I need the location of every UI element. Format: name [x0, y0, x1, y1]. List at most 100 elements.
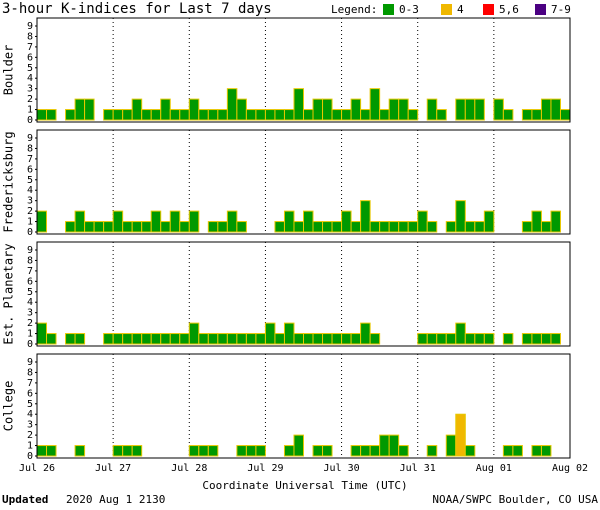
bar [103, 109, 114, 121]
y-tick-label: 9 [27, 21, 33, 32]
y-tick-label: 7 [27, 378, 33, 389]
bar [112, 333, 124, 345]
source: NOAA/SWPC Boulder, CO USA [432, 493, 598, 506]
bar [226, 210, 238, 233]
bar [207, 445, 219, 457]
y-tick-label: 3 [27, 84, 33, 95]
bar [502, 109, 514, 121]
bar [379, 109, 390, 121]
bar [46, 445, 57, 457]
legend-swatch [441, 4, 452, 15]
bar [398, 445, 409, 457]
bar [274, 109, 285, 121]
bar [493, 98, 504, 121]
bar [160, 333, 171, 345]
bar [264, 109, 276, 121]
bar [74, 98, 86, 121]
bar [398, 98, 409, 121]
y-tick-label: 1 [27, 217, 33, 228]
bar [426, 221, 438, 233]
y-tick-label: 1 [27, 105, 33, 116]
bar [426, 98, 438, 121]
updated-time: 2020 Aug 1 2130 [66, 493, 165, 506]
bar [188, 98, 200, 121]
bar [417, 333, 428, 345]
y-tick-label: 4 [27, 297, 33, 308]
y-tick-label: 2 [27, 318, 33, 329]
bar [198, 333, 209, 345]
bar [207, 333, 219, 345]
bar [312, 333, 324, 345]
bar [407, 109, 419, 121]
y-tick-label: 3 [27, 196, 33, 207]
panel-frame [36, 129, 571, 235]
bar [369, 88, 381, 121]
bar [122, 221, 133, 233]
bar [65, 109, 76, 121]
y-tick-label: 6 [27, 388, 33, 399]
bar [559, 109, 571, 121]
bar [341, 333, 352, 345]
bar [350, 333, 362, 345]
bar [312, 98, 324, 121]
bar [150, 333, 162, 345]
y-tick-label: 8 [27, 255, 33, 266]
bar [322, 333, 333, 345]
y-tick-label: 6 [27, 164, 33, 175]
y-tick-label: 0 [27, 339, 33, 350]
bar [112, 445, 124, 457]
bar [65, 221, 76, 233]
legend-swatch [483, 4, 494, 15]
bar [417, 210, 428, 233]
panel-frame [36, 241, 571, 347]
bar [36, 445, 48, 457]
bar [445, 333, 457, 345]
bar [483, 333, 495, 345]
y-tick-label: 6 [27, 52, 33, 63]
bar [74, 210, 86, 233]
bar [388, 221, 400, 233]
bar [341, 210, 352, 233]
bar [131, 445, 143, 457]
bar [122, 333, 133, 345]
bar [502, 445, 514, 457]
bar [521, 109, 533, 121]
bar [103, 221, 114, 233]
y-axis-label: College [2, 381, 16, 432]
bar [369, 445, 381, 457]
bar [388, 434, 400, 457]
panel-frame [36, 17, 571, 123]
bar [46, 109, 57, 121]
bar [141, 333, 152, 345]
bar [169, 210, 181, 233]
bar [531, 445, 542, 457]
bar [303, 109, 314, 121]
x-tick-label: Jul 30 [324, 463, 360, 474]
bar [245, 333, 257, 345]
bar [112, 210, 124, 233]
bar [65, 333, 76, 345]
y-tick-label: 5 [27, 287, 33, 298]
bar [198, 445, 209, 457]
bar [236, 98, 247, 121]
bar [521, 221, 533, 233]
bar [245, 109, 257, 121]
bar [169, 109, 181, 121]
bar [245, 445, 257, 457]
y-tick-label: 0 [27, 115, 33, 126]
bar [540, 445, 552, 457]
bar [445, 221, 457, 233]
bar [226, 88, 238, 121]
bar [464, 98, 476, 121]
bar [474, 98, 485, 121]
bar [407, 221, 419, 233]
bar [122, 109, 133, 121]
bar [540, 333, 552, 345]
bar [236, 221, 247, 233]
y-tick-label: 0 [27, 227, 33, 238]
legend-swatch [383, 4, 394, 15]
y-tick-label: 7 [27, 266, 33, 277]
bar [322, 445, 333, 457]
bar [179, 109, 190, 121]
